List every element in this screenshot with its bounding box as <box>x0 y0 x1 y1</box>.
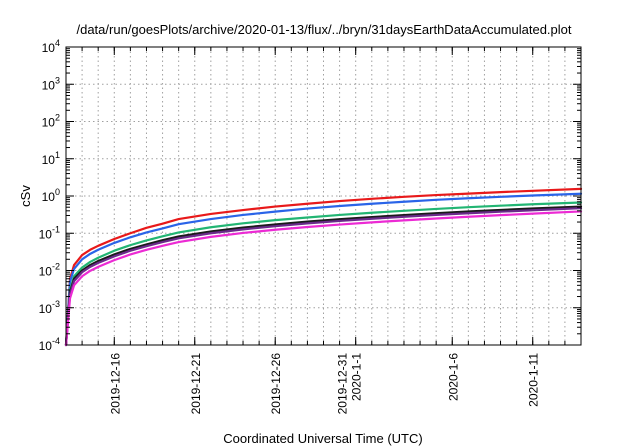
series-layer <box>64 187 583 347</box>
x-tick-label: 2019-12-16 <box>108 353 122 415</box>
y-tick-label: 103 <box>42 75 60 92</box>
y-tick-label: 100 <box>42 187 60 204</box>
chart-title: /data/run/goesPlots/archive/2020-01-13/f… <box>76 22 571 37</box>
y-axis-label: cSv <box>18 185 33 207</box>
y-tick-labels: 10-4 10-3 10-2 10-1 100 101 102 103 104 <box>39 38 60 353</box>
series-line-1 <box>64 187 583 347</box>
y-tick-label: 10-3 <box>39 299 60 316</box>
y-tick-label: 102 <box>42 113 60 130</box>
series-line-3 <box>64 201 583 347</box>
x-axis-label: Coordinated Universal Time (UTC) <box>223 431 422 446</box>
y-tick-label: 10-4 <box>39 336 60 353</box>
y-tick-label: 10-2 <box>39 262 60 279</box>
y-tick-label: 10-1 <box>39 224 60 241</box>
grid-layer <box>66 47 581 345</box>
x-tick-label: 2019-12-21 <box>189 353 203 415</box>
series-line-5 <box>64 207 583 347</box>
series-line-4 <box>64 205 583 347</box>
x-tick-label: 2020-1-6 <box>446 353 460 401</box>
x-tick-labels: 2019-12-16 2019-12-21 2019-12-26 2019-12-31… <box>108 353 540 415</box>
y-tick-label: 101 <box>42 150 60 167</box>
series-line-2 <box>64 192 583 347</box>
x-tick-label: 2020-1-1 <box>350 353 364 401</box>
x-tick-label: 2019-12-26 <box>269 353 283 415</box>
x-tick-label: 2019-12-31 <box>336 353 350 415</box>
tick-layer <box>66 46 581 346</box>
x-tick-label: 2020-1-11 <box>527 353 541 407</box>
series-line-6 <box>64 210 583 347</box>
y-tick-label: 104 <box>42 38 60 55</box>
